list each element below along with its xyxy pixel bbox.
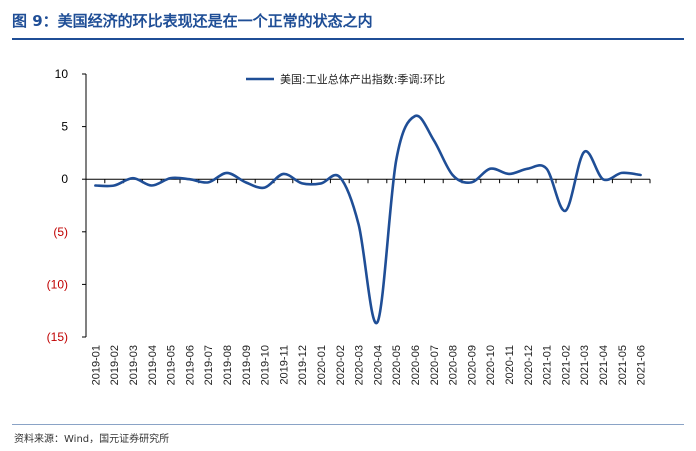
legend-label: 美国:工业总体产出指数:季调:环比	[280, 72, 445, 86]
x-tick-label: 2021-01	[542, 345, 554, 385]
chart-legend: 美国:工业总体产出指数:季调:环比	[246, 72, 445, 86]
x-tick-label: 2020-07	[429, 345, 441, 385]
x-tick-label: 2020-02	[335, 345, 347, 385]
x-tick-label: 2021-03	[579, 345, 591, 385]
line-chart: 10 5 0 (5) (10) (15) 2019-01 2019-02 2019-03 2019…	[47, 67, 651, 385]
x-tick-label: 2019-07	[203, 345, 215, 385]
y-tick-label: 5	[61, 120, 68, 134]
y-tick-label: (10)	[47, 277, 68, 291]
source-note: 资料来源：Wind，国元证券研究所	[14, 434, 170, 445]
x-tick-label: 2019-02	[109, 345, 121, 385]
source-divider	[12, 424, 684, 425]
x-tick-label: 2020-12	[523, 345, 535, 385]
x-tick-label: 2019-03	[128, 345, 140, 385]
x-tick-label: 2020-10	[485, 345, 497, 385]
x-tick-label: 2019-06	[184, 345, 196, 385]
title-divider	[12, 38, 684, 40]
x-tick-label: 2020-05	[391, 345, 403, 385]
x-tick-label: 2019-01	[90, 345, 102, 385]
y-tick-label: (15)	[47, 330, 68, 344]
series-line	[94, 114, 642, 325]
x-tick-label: 2020-06	[410, 345, 422, 385]
x-tick-label: 2020-01	[316, 345, 328, 385]
x-tick-label: 2019-09	[241, 345, 253, 385]
x-tick-label: 2020-09	[466, 345, 478, 385]
x-tick-label: 2019-12	[297, 345, 309, 385]
x-tick-label: 2021-05	[617, 345, 629, 385]
x-tick-label: 2020-11	[504, 345, 516, 385]
x-tick-label: 2020-03	[354, 345, 366, 385]
x-tick-label: 2019-11	[278, 345, 290, 385]
x-tick-label: 2019-05	[166, 345, 178, 385]
y-tick-label: 0	[61, 172, 68, 186]
x-tick-label: 2021-02	[560, 345, 572, 385]
figure-title: 图 9：美国经济的环比表现还是在一个正常的状态之内	[12, 12, 373, 30]
plot-area: 10 5 0 (5) (10) (15) 2019-01 2019-02 2019-03 2019…	[47, 67, 651, 385]
x-tick-label: 2020-08	[448, 345, 460, 385]
x-tick-label: 2021-06	[636, 345, 648, 385]
y-tick-label: 10	[55, 67, 69, 81]
x-tick-label: 2019-04	[147, 345, 159, 385]
x-tick-label: 2019-10	[260, 345, 272, 385]
y-tick-label: (5)	[53, 225, 68, 239]
x-tick-label: 2020-04	[372, 345, 384, 385]
x-tick-label: 2019-08	[222, 345, 234, 385]
x-tick-label: 2021-04	[598, 345, 610, 385]
